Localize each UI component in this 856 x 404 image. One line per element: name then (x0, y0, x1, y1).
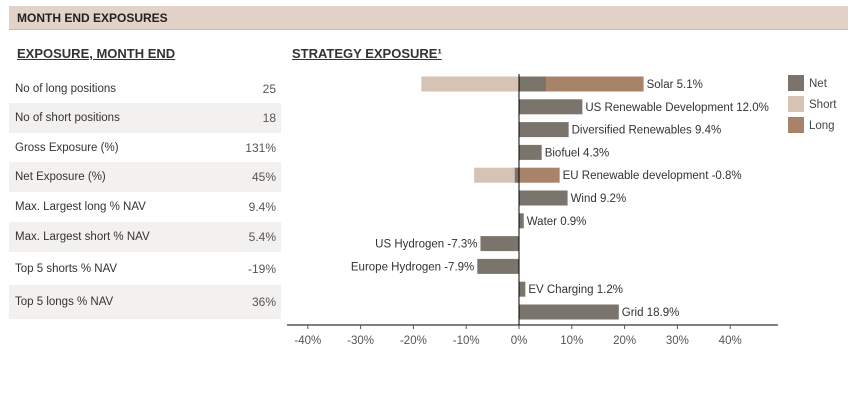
strategy-exposure-title: STRATEGY EXPOSURE¹ (292, 46, 442, 61)
net-bar (519, 76, 546, 92)
data-label: Water 0.9% (527, 216, 587, 228)
row-label: Top 5 shorts % NAV (15, 262, 118, 275)
row-value: 25 (262, 81, 276, 96)
row-label: Gross Exposure (%) (15, 141, 119, 154)
net-bar (519, 190, 568, 206)
data-label: Biofuel 4.3% (545, 147, 610, 159)
data-label: Wind 9.2% (571, 193, 627, 205)
x-tick-label: 40% (719, 335, 742, 347)
row-value: -19% (247, 261, 276, 276)
row-value: 9.4% (248, 200, 276, 214)
data-label: Solar 5.1% (647, 79, 703, 91)
section-header: MONTH END EXPOSURES (9, 6, 848, 30)
row-value: 45% (251, 170, 276, 184)
table-row: Max. Largest short % NAV 5.4% (9, 222, 281, 252)
data-label: US Hydrogen -7.3% (375, 239, 477, 251)
x-tick-label: -30% (347, 335, 374, 347)
table-row: No of long positions 25 (9, 74, 281, 103)
table-row: Gross Exposure (%) 131% (9, 133, 281, 162)
net-bar (519, 213, 524, 229)
table-row: Top 5 longs % NAV 36% (9, 285, 281, 319)
table-row: No of short positions 18 (9, 103, 281, 133)
row-value: 5.4% (248, 230, 276, 244)
row-value: 18 (262, 111, 276, 125)
table-row: Top 5 shorts % NAV -19% (9, 252, 281, 285)
legend-label-net: Net (809, 78, 828, 90)
net-bar (519, 304, 619, 320)
data-label: EV Charging 1.2% (528, 284, 623, 296)
row-label: Top 5 longs % NAV (15, 296, 114, 308)
short-bar (474, 167, 519, 183)
x-tick-label: 0% (511, 335, 528, 347)
long-bar (519, 76, 644, 92)
x-tick-label: 20% (613, 335, 636, 347)
x-tick-label: -40% (294, 335, 321, 347)
legend-swatch-long (788, 117, 804, 133)
table-row: Net Exposure (%) 45% (9, 162, 281, 192)
row-label: No of long positions (15, 82, 117, 95)
row-label: Max. Largest long % NAV (15, 201, 146, 213)
data-label: Diversified Renewables 9.4% (572, 125, 722, 137)
net-bar (519, 144, 542, 160)
row-label: Net Exposure (%) (15, 171, 106, 183)
x-tick-label: -10% (453, 335, 480, 347)
legend-swatch-net (788, 75, 804, 91)
short-bar (421, 76, 519, 92)
net-bar (519, 281, 526, 297)
net-bar (519, 99, 583, 115)
net-bar (514, 167, 519, 183)
net-bar (519, 122, 569, 138)
data-label: Europe Hydrogen -7.9% (351, 261, 474, 273)
x-tick-label: -20% (400, 335, 427, 347)
legend-label-short: Short (809, 99, 837, 111)
legend-label-long: Long (809, 120, 835, 132)
long-bar (519, 167, 560, 183)
legend-swatch-short (788, 96, 804, 112)
x-tick-label: 10% (560, 335, 583, 347)
data-label: Grid 18.9% (622, 307, 680, 319)
x-tick-label: 30% (666, 335, 689, 347)
net-bar (477, 258, 519, 274)
row-value: 36% (251, 295, 276, 309)
row-label: No of short positions (15, 112, 120, 124)
exposure-title: EXPOSURE, MONTH END (17, 46, 176, 61)
exposure-table: No of long positions 25 No of short positi… (9, 74, 281, 319)
data-label: US Renewable Development 12.0% (585, 102, 768, 114)
row-value: 131% (245, 140, 276, 155)
net-bar (480, 236, 519, 252)
data-label: EU Renewable development -0.8% (563, 170, 742, 182)
table-row: Max. Largest long % NAV 9.4% (9, 192, 281, 222)
row-label: Max. Largest short % NAV (15, 231, 150, 243)
